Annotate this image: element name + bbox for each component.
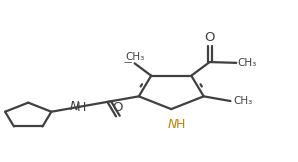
Text: CH₃: CH₃ xyxy=(125,52,145,62)
Text: O: O xyxy=(204,31,215,44)
Text: N: N xyxy=(70,100,79,113)
Text: H: H xyxy=(77,101,87,114)
Text: —: — xyxy=(123,58,132,67)
Text: O: O xyxy=(113,101,123,114)
Text: H: H xyxy=(176,118,185,131)
Text: N: N xyxy=(168,118,177,131)
Text: CH₃: CH₃ xyxy=(233,96,253,106)
Text: CH₃: CH₃ xyxy=(238,58,257,68)
